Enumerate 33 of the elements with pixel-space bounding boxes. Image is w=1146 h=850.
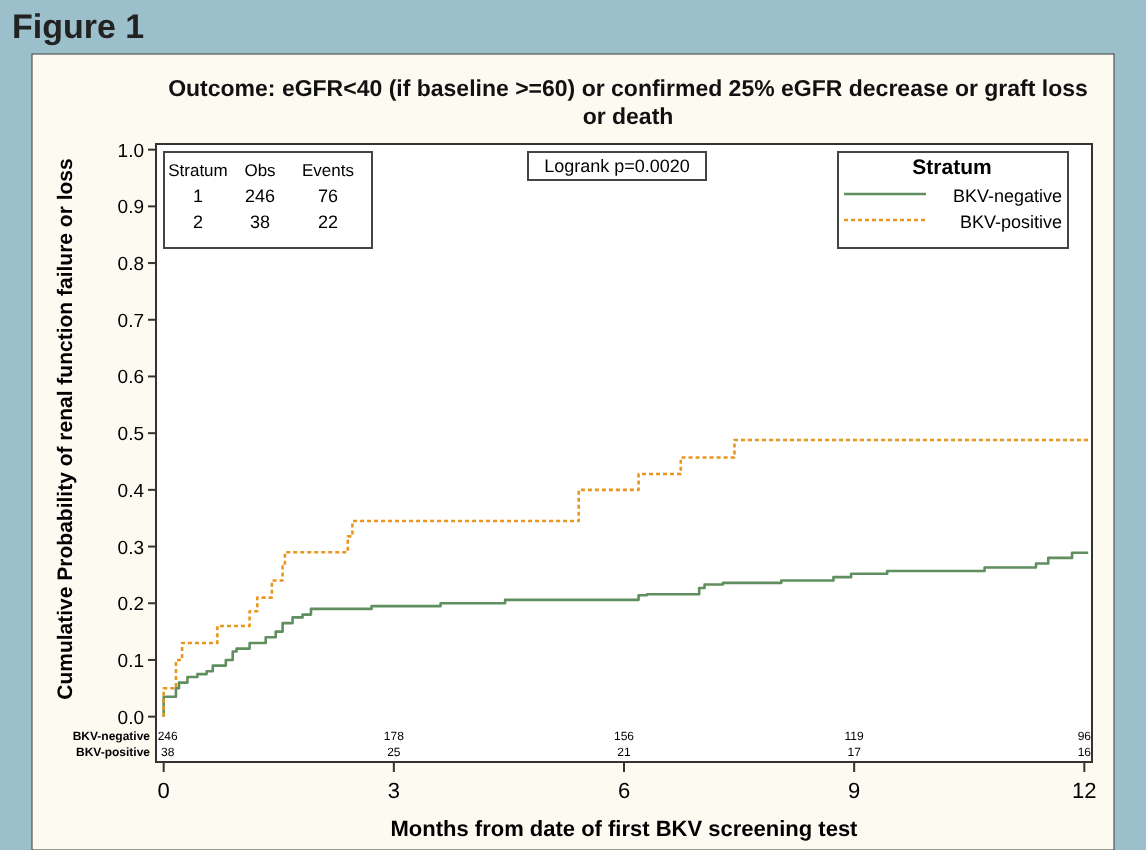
annotation: 76 (317, 186, 339, 206)
y-tick-label: 0.5 (117, 424, 144, 447)
annotation: Stratum (168, 160, 228, 180)
annotation: Events (302, 160, 354, 180)
annotation: Logrank p=0.0020 (544, 156, 690, 176)
y-tick-label: 0.7 (117, 310, 144, 333)
y-tick-label: 0.9 (117, 197, 144, 220)
y-tick-label: 0.2 (117, 594, 144, 617)
y-tick-label: 0.0 (117, 707, 144, 730)
legend-label: BKV-negative (952, 186, 1062, 206)
annotation: 22 (317, 212, 339, 232)
y-axis-title: Cumulative Probability of renal function failure or loss (54, 157, 78, 700)
x-tick-label: 9 (848, 780, 861, 804)
annotation: Obs (244, 160, 276, 180)
y-tick-label: 1.0 (117, 140, 144, 163)
x-axis-title: Months from date of first BKV screening test (390, 818, 859, 842)
legend-label: BKV-positive (959, 212, 1062, 232)
annotation: 1 (192, 186, 204, 206)
caption: Figure 1 (12, 8, 145, 46)
x-tick-label: 12 (1072, 780, 1097, 804)
x-tick-label: 0 (157, 780, 170, 804)
annotation: 38 (249, 212, 271, 232)
chart-title: Outcome: eGFR<40 (if baseline >=60) or confirmed 25% eGFR decrease or graft loss or death (168, 78, 1088, 130)
y-tick-label: 0.8 (117, 254, 144, 277)
y-tick-label: 0.6 (117, 367, 144, 390)
y-tick-label: 0.1 (117, 650, 144, 673)
annotation: 246 (244, 186, 276, 206)
x-tick-label: 6 (617, 780, 631, 804)
y-tick-label: 0.3 (117, 537, 144, 560)
legend-title: Stratum (912, 156, 992, 180)
annotation: 2 (192, 212, 204, 232)
y-tick-label: 0.4 (117, 480, 144, 503)
x-tick-label: 3 (387, 780, 400, 804)
